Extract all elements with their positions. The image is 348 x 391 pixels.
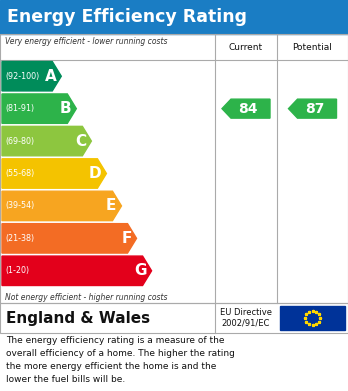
Bar	[0, 34, 348, 303]
Text: E: E	[106, 198, 117, 213]
Polygon shape	[288, 99, 337, 118]
Text: Current: Current	[229, 43, 263, 52]
Text: 87: 87	[305, 102, 324, 116]
Text: England & Wales: England & Wales	[6, 310, 150, 325]
Text: F: F	[121, 231, 132, 246]
Bar	[0, 303, 348, 333]
Text: (55-68): (55-68)	[5, 169, 34, 178]
Text: (1-20): (1-20)	[5, 266, 29, 275]
Text: Potential: Potential	[293, 43, 332, 52]
Polygon shape	[2, 61, 61, 91]
Text: Very energy efficient - lower running costs: Very energy efficient - lower running co…	[5, 37, 167, 46]
Text: (92-100): (92-100)	[5, 72, 39, 81]
Polygon shape	[222, 99, 270, 118]
Polygon shape	[2, 191, 121, 221]
Text: (39-54): (39-54)	[5, 201, 34, 210]
Text: Not energy efficient - higher running costs: Not energy efficient - higher running co…	[5, 293, 167, 302]
Text: (81-91): (81-91)	[5, 104, 34, 113]
Text: G: G	[134, 263, 147, 278]
Text: EU Directive
2002/91/EC: EU Directive 2002/91/EC	[220, 308, 272, 328]
Text: 84: 84	[238, 102, 258, 116]
Polygon shape	[2, 126, 92, 156]
Text: B: B	[60, 101, 71, 116]
Bar	[280, 306, 345, 330]
Text: The energy efficiency rating is a measure of the
overall efficiency of a home. T: The energy efficiency rating is a measur…	[6, 336, 235, 384]
Text: (69-80): (69-80)	[5, 136, 34, 145]
Polygon shape	[2, 224, 136, 253]
Text: C: C	[75, 134, 86, 149]
Polygon shape	[2, 159, 106, 188]
Text: A: A	[45, 69, 56, 84]
Polygon shape	[2, 256, 152, 285]
Bar	[0, 0, 348, 34]
Text: (21-38): (21-38)	[5, 234, 34, 243]
Text: D: D	[89, 166, 101, 181]
Text: Energy Efficiency Rating: Energy Efficiency Rating	[7, 8, 247, 26]
Polygon shape	[2, 94, 76, 123]
